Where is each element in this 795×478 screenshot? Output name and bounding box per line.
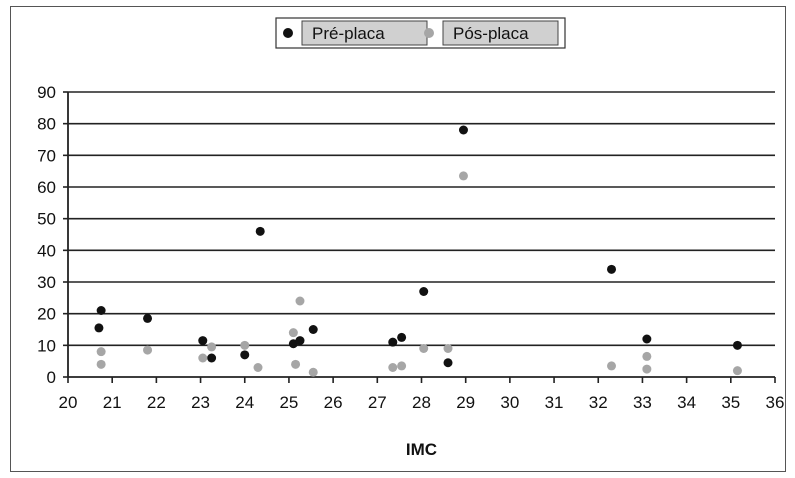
x-tick-label-23: 23	[191, 393, 210, 412]
legend-marker-0	[283, 28, 293, 38]
point-pos-placa-17	[642, 351, 652, 361]
legend-marker-1	[424, 28, 434, 38]
y-tick-label-10: 10	[37, 336, 56, 355]
x-tick-label-31: 31	[545, 393, 564, 412]
point-pre-placa-9	[308, 325, 318, 334]
point-pre-placa-8	[295, 336, 305, 346]
x-tick-label-30: 30	[500, 393, 519, 412]
y-tick-label-90: 90	[37, 83, 56, 102]
point-pos-placa-16	[607, 361, 617, 371]
x-tick-label-24: 24	[235, 393, 254, 412]
point-pos-placa-10	[308, 367, 318, 377]
point-pre-placa-13	[443, 358, 453, 368]
x-tick-label-26: 26	[324, 393, 343, 412]
y-tick-label-50: 50	[37, 210, 56, 229]
point-pos-placa-3	[198, 353, 208, 363]
point-pre-placa-1	[94, 323, 104, 333]
point-pos-placa-12	[397, 361, 407, 371]
x-axis-label: IMC	[406, 440, 437, 459]
x-tick-label-25: 25	[279, 393, 298, 412]
point-pre-placa-2	[143, 313, 153, 323]
point-pos-placa-5	[240, 340, 250, 350]
point-pos-placa-15	[458, 171, 468, 181]
x-tick-label-36: 36	[766, 393, 785, 412]
point-pos-placa-19	[732, 366, 742, 376]
point-pos-placa-0	[96, 347, 106, 357]
point-pre-placa-6	[255, 226, 265, 236]
point-pos-placa-14	[443, 344, 453, 353]
point-pre-placa-12	[419, 287, 429, 296]
legend-label-box-1	[442, 20, 559, 46]
legend-label-0: Pré-placa	[312, 24, 385, 43]
y-tick-label-60: 60	[37, 178, 56, 197]
point-pre-placa-15	[607, 264, 617, 274]
point-pos-placa-7	[288, 328, 298, 338]
y-tick-label-70: 70	[37, 146, 56, 165]
x-tick-label-32: 32	[589, 393, 608, 412]
y-tick-label-30: 30	[37, 273, 56, 292]
legend-label-1: Pós-placa	[453, 24, 529, 43]
point-pre-placa-11	[397, 332, 407, 342]
x-tick-label-35: 35	[721, 393, 740, 412]
point-pos-placa-13	[419, 344, 429, 353]
y-tick-label-20: 20	[37, 305, 56, 324]
point-pre-placa-10	[388, 337, 398, 347]
x-tick-label-27: 27	[368, 393, 387, 412]
point-pos-placa-11	[388, 363, 398, 372]
x-tick-label-22: 22	[147, 393, 166, 412]
point-pre-placa-5	[240, 350, 250, 360]
y-tick-label-0: 0	[47, 368, 56, 387]
point-pre-placa-0	[96, 306, 106, 315]
y-tick-label-80: 80	[37, 115, 56, 134]
x-tick-label-33: 33	[633, 393, 652, 412]
point-pos-placa-6	[253, 363, 263, 372]
point-pos-placa-18	[642, 364, 652, 374]
point-pre-placa-16	[642, 334, 652, 344]
x-tick-label-29: 29	[456, 393, 475, 412]
point-pos-placa-8	[291, 359, 301, 369]
point-pre-placa-14	[458, 125, 468, 135]
grid-lines	[68, 91, 775, 347]
x-tick-label-20: 20	[59, 393, 78, 412]
point-pre-placa-3	[198, 336, 208, 346]
point-pos-placa-4	[207, 342, 217, 352]
chart-frame	[10, 6, 786, 472]
x-tick-label-28: 28	[412, 393, 431, 412]
point-pos-placa-9	[295, 296, 305, 306]
legend-label-box-0	[301, 20, 428, 46]
x-tick-label-34: 34	[677, 393, 696, 412]
point-pos-placa-2	[143, 345, 153, 355]
axes: 0 10 20 30 40 50 60 70 80 90 20 21 22 23 24 25 26 27 28 29 3…	[37, 83, 784, 412]
data-points	[94, 125, 742, 377]
legend: Pré-placa Pós-placa	[275, 17, 566, 49]
point-pre-placa-4	[207, 353, 217, 363]
y-tick-label-40: 40	[37, 241, 56, 260]
point-pos-placa-1	[96, 359, 106, 369]
x-tick-label-21: 21	[103, 393, 122, 412]
point-pre-placa-17	[732, 340, 742, 350]
